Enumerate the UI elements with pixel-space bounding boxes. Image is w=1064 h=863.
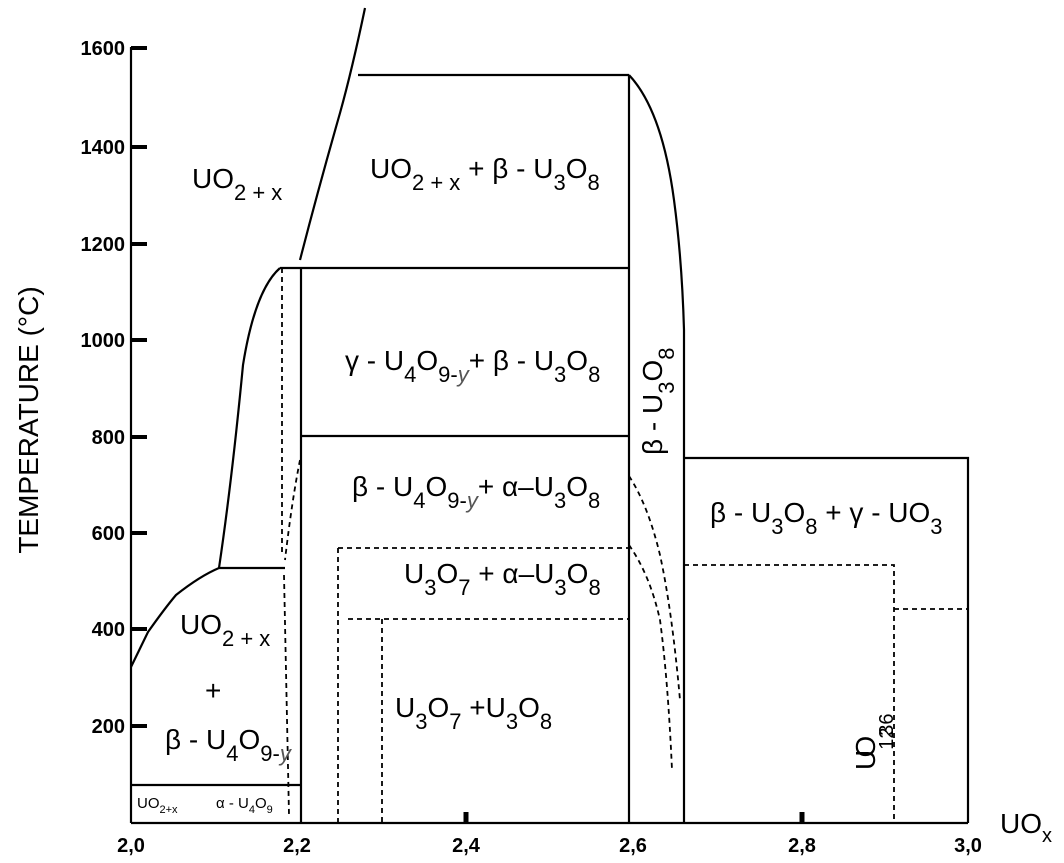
label-plus-sign: + (205, 675, 221, 706)
dashed-curve-left (284, 459, 301, 561)
x-tick-2-2: 2,2 (283, 835, 311, 857)
boundary-u3o8-right-curve (628, 74, 686, 823)
y-axis-title: TEMPERATURE (°C) (13, 286, 44, 553)
phase-boundaries (130, 7, 970, 823)
label-u3o7-plus-u3o8: U3O7 +U3O8 (395, 692, 552, 734)
y-tick-1000: 1000 (81, 330, 126, 352)
y-tick-800: 800 (92, 427, 125, 449)
label-alpha-u4o9-tiny: α - U4O9 (216, 795, 273, 816)
x-axis-unit: UOx (1000, 808, 1052, 847)
y-tick-400: 400 (92, 619, 125, 641)
x-tick-2-0: 2,0 (117, 835, 145, 857)
y-axis-ticks (131, 46, 147, 728)
y-tick-200: 200 (92, 716, 125, 738)
label-uo2x-plus-beta-u3o8: UO2 + x + β - U3O8 (370, 153, 600, 195)
label-beta-u4o9-plus-alpha-u3o8: β - U4O9-y+ α–U3O8 (352, 471, 600, 513)
boundary-uo3-box (684, 456, 970, 823)
boundary-lower-left-curve (130, 566, 220, 668)
x-tick-2-6: 2,6 (619, 835, 647, 857)
label-uo2x-low: UO2 + x (180, 609, 270, 651)
x-tick-2-8: 2,8 (788, 835, 816, 857)
dashed-boundaries (281, 268, 968, 823)
dashed-curve-1 (628, 475, 681, 701)
dashed-vertical-2-19 (281, 268, 290, 816)
label-u12o36: U12O36 (850, 713, 898, 770)
label-uo2x-tiny: UO2+x (137, 795, 178, 816)
y-tick-1600: 1600 (81, 38, 126, 60)
y-tick-1400: 1400 (81, 137, 126, 159)
label-uo2x-high: UO2 + x (192, 163, 282, 205)
x-tick-3-0: 3,0 (954, 835, 982, 857)
label-beta-u4o9-low: β - U4O9-y (165, 724, 293, 766)
label-beta-u3o8-narrow: β - U3O8 (637, 348, 679, 456)
x-tick-2-4: 2,4 (452, 835, 481, 857)
y-tick-1200: 1200 (81, 234, 126, 256)
label-gamma-u4o9-plus-beta-u3o8: γ - U4O9-y+ β - U3O8 (345, 345, 600, 387)
dashed-540-line (684, 564, 895, 823)
x-axis-ticks (463, 812, 805, 823)
label-beta-u3o8-plus-gamma-uo3: β - U3O8 + γ - UO3 (710, 497, 943, 539)
boundary-left-curve (217, 267, 281, 569)
boundary-top-curve (298, 7, 367, 261)
label-u3o7-plus-alpha-u3o8: U3O7 + α–U3O8 (404, 558, 601, 600)
y-tick-600: 600 (92, 523, 125, 545)
